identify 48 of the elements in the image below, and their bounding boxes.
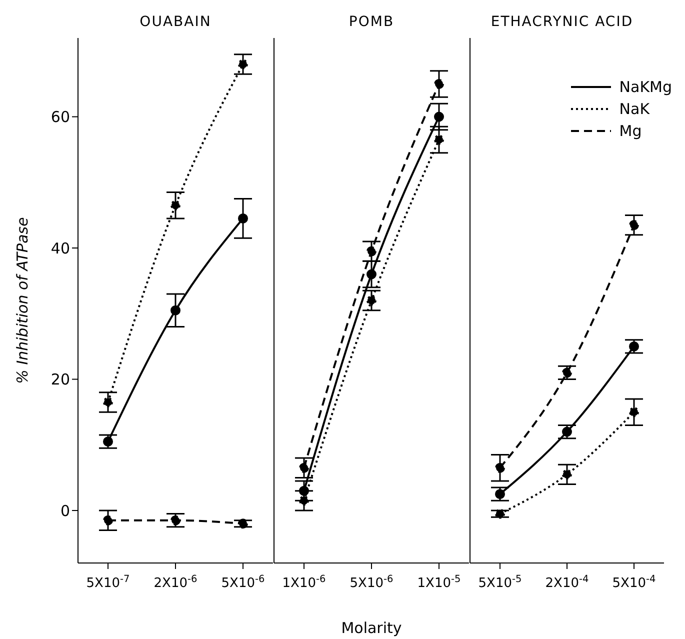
y-tick-label: 40 — [50, 239, 70, 258]
x-tick-label: 2X10$^{-4}$ — [545, 574, 589, 591]
point — [238, 59, 248, 70]
point — [299, 462, 309, 473]
point — [170, 305, 180, 316]
x-tick-label: 5X10$^{-5}$ — [478, 574, 522, 591]
y-tick-label: 0 — [60, 502, 70, 520]
point — [495, 489, 505, 500]
point — [629, 220, 639, 230]
point — [562, 368, 572, 378]
point — [629, 407, 639, 418]
point — [495, 508, 505, 519]
point — [103, 397, 113, 408]
point — [170, 200, 180, 210]
point — [366, 269, 376, 280]
x-tick-label: 2X10$^{-6}$ — [154, 574, 198, 591]
point — [238, 213, 248, 224]
point — [434, 112, 444, 122]
x-tick-label: 1X10$^{-5}$ — [417, 574, 461, 591]
point — [366, 246, 376, 256]
point — [434, 134, 444, 145]
point — [562, 426, 572, 437]
point — [238, 518, 248, 529]
chart-title: ETHACRYNIC ACID — [490, 14, 634, 30]
point — [170, 515, 180, 526]
x-tick-label: 5X10$^{-4}$ — [612, 574, 656, 591]
point — [562, 469, 572, 480]
y-tick-label: 20 — [50, 370, 70, 389]
legend-label: NaKMg — [619, 78, 672, 96]
x-tick-label: 5X10$^{-6}$ — [221, 574, 265, 591]
y-tick-label: 60 — [50, 108, 70, 126]
point — [495, 462, 505, 473]
point — [366, 296, 376, 306]
point — [103, 436, 113, 447]
y-axis-title: % Inhibition of ATPase — [13, 217, 32, 384]
point — [299, 496, 309, 506]
chart-title: POMB — [348, 14, 396, 30]
legend-label: NaK — [619, 100, 650, 118]
point — [434, 78, 444, 89]
x-tick-label: 1X10$^{-6}$ — [282, 574, 326, 591]
x-tick-label: 5X10$^{-6}$ — [350, 574, 394, 591]
x-axis-title: Molarity — [341, 619, 402, 637]
point — [299, 486, 309, 496]
chart-title: OUABAIN — [138, 14, 212, 30]
legend-label: Mg — [619, 122, 642, 140]
point — [629, 341, 639, 352]
point — [103, 515, 113, 526]
x-tick-label: 5X10$^{-7}$ — [86, 574, 130, 591]
